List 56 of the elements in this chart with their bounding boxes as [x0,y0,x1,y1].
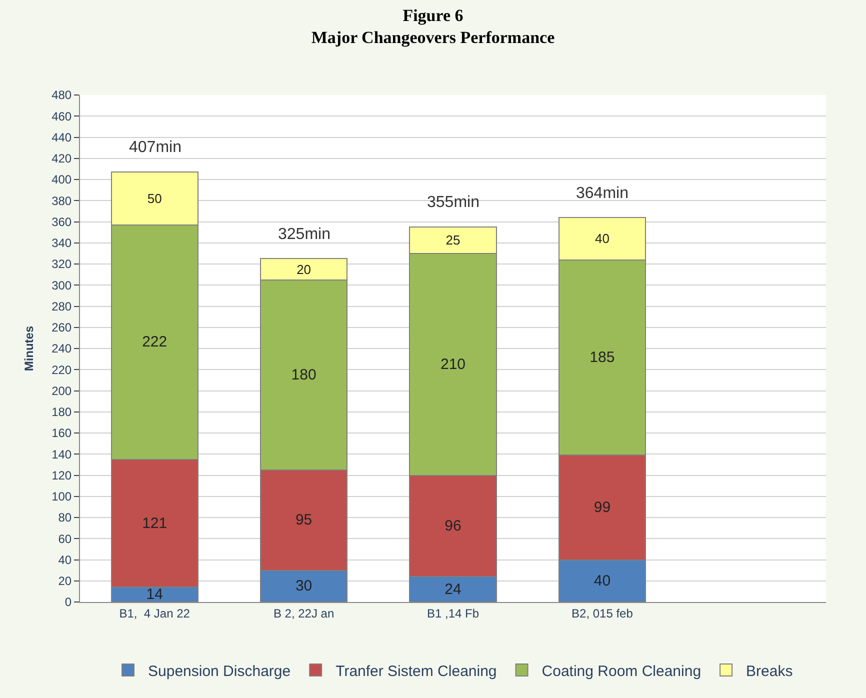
y-tick-label: 260 [52,320,72,335]
y-tick-label: 220 [52,362,72,377]
data-label: 40 [594,572,611,590]
data-label: 222 [142,334,168,351]
y-tick-label: 120 [52,468,72,482]
y-tick-label: 200 [52,384,72,398]
data-label: 180 [291,366,316,384]
x-tick-label: B 2, 22J an [273,606,334,620]
data-label: 20 [296,262,312,277]
y-tick-label: 320 [52,257,72,272]
y-tick-label: 40 [58,552,72,567]
total-label: 325min [278,226,330,243]
y-tick-label: 180 [52,405,72,420]
y-tick-label: 300 [52,278,72,292]
x-tick-label: B1 ,14 Fb [426,606,480,620]
y-tick-label: 340 [52,236,72,250]
y-tick-label: 280 [52,299,72,314]
data-label: 185 [590,348,615,366]
y-tick-label: 160 [52,426,72,440]
y-tick-label: 240 [52,342,72,356]
y-tick-label: 60 [58,532,72,546]
data-label: 96 [444,517,462,534]
total-label: 355min [427,194,480,211]
total-label: 407min [129,139,182,156]
y-tick-label: 0 [64,595,72,610]
y-tick-label: 460 [52,109,72,124]
y-tick-label: 400 [52,172,72,187]
y-axis-title: Minutes [22,326,36,372]
y-tick-label: 360 [52,214,72,229]
chart-title: Figure 6 [402,6,464,25]
data-label: 30 [295,578,312,595]
data-label: 25 [446,232,460,248]
y-tick-label: 80 [58,510,72,525]
data-label: 50 [147,191,162,206]
data-label: 99 [594,498,611,516]
data-label: 121 [142,514,168,532]
total-label: 364min [576,185,628,202]
data-label: 95 [295,512,312,529]
y-tick-label: 380 [52,194,72,208]
x-tick-label: B1, 4 Jan 22 [119,606,190,620]
data-label: 14 [146,586,163,604]
legend-label: Tranfer Sistem Cleaning [336,662,497,680]
data-label: 24 [444,580,462,598]
y-tick-label: 140 [52,447,72,462]
y-tick-label: 480 [52,88,72,102]
data-label: 210 [440,356,466,373]
legend-label: Supension Discharge [148,662,291,680]
x-tick-label: B2, 015 feb [572,606,634,620]
y-tick-label: 100 [52,490,72,504]
data-label: 40 [594,231,610,246]
legend-label: Breaks [746,662,793,680]
chart-subtitle: Major Changeovers Performance [311,28,556,48]
y-tick-label: 440 [52,130,72,144]
legend-label: Coating Room Cleaning [542,662,702,680]
y-tick-label: 20 [58,574,72,588]
y-tick-label: 420 [52,152,72,166]
